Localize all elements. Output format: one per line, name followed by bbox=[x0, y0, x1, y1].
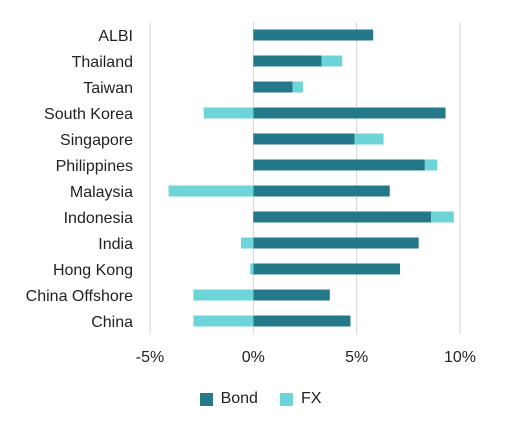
category-label: South Korea bbox=[44, 106, 133, 123]
category-label: Malaysia bbox=[70, 184, 133, 201]
legend: Bond FX bbox=[0, 390, 521, 408]
category-label: ALBI bbox=[98, 28, 133, 45]
bar-bond bbox=[253, 211, 432, 223]
legend-swatch-fx bbox=[279, 392, 293, 406]
bar-bond bbox=[253, 133, 355, 145]
category-label: Taiwan bbox=[83, 80, 133, 97]
bar-fx bbox=[168, 185, 254, 197]
bar-fx bbox=[321, 55, 343, 67]
bar-bond bbox=[253, 263, 401, 275]
gridlines bbox=[149, 22, 461, 334]
legend-swatch-bond bbox=[199, 392, 213, 406]
bar-fx bbox=[250, 263, 254, 275]
category-label: Philippines bbox=[56, 158, 133, 175]
bar-bond bbox=[253, 289, 330, 301]
bar-fx bbox=[193, 289, 254, 301]
x-tick-labels: -5% 0% 5% 10% bbox=[136, 349, 476, 366]
legend-label-bond: Bond bbox=[220, 390, 258, 407]
bar-bond bbox=[253, 185, 390, 197]
category-label: China Offshore bbox=[26, 288, 133, 305]
bar-bond bbox=[253, 159, 425, 171]
x-tick-label: -5% bbox=[136, 349, 164, 366]
bar-bond bbox=[253, 29, 374, 41]
bar-bond bbox=[253, 315, 351, 327]
bar-fx bbox=[292, 81, 303, 93]
bar-fx bbox=[240, 237, 254, 249]
bar-bond bbox=[253, 107, 446, 119]
bar-fx bbox=[354, 133, 384, 145]
x-tick-label: 10% bbox=[444, 349, 476, 366]
legend-item-bond: Bond bbox=[199, 390, 258, 408]
x-tick-label: 0% bbox=[242, 349, 265, 366]
bar-bond bbox=[253, 55, 322, 67]
bar-bond bbox=[253, 81, 293, 93]
category-labels: ALBI Thailand Taiwan South Korea Singapore Ph… bbox=[26, 28, 133, 331]
bar-fx bbox=[431, 211, 454, 223]
category-label: Singapore bbox=[60, 132, 133, 149]
bars bbox=[168, 29, 454, 327]
bar-fx bbox=[193, 315, 254, 327]
category-label: Thailand bbox=[72, 54, 133, 71]
bar-fx bbox=[203, 107, 254, 119]
bar-fx bbox=[424, 159, 438, 171]
legend-item-fx: FX bbox=[279, 390, 322, 408]
x-tick-label: 5% bbox=[345, 349, 368, 366]
legend-label-fx: FX bbox=[300, 390, 322, 407]
category-label: Indonesia bbox=[64, 210, 133, 227]
bar-bond bbox=[253, 237, 419, 249]
category-label: China bbox=[91, 314, 133, 331]
category-label: India bbox=[98, 236, 133, 253]
category-label: Hong Kong bbox=[53, 262, 133, 279]
